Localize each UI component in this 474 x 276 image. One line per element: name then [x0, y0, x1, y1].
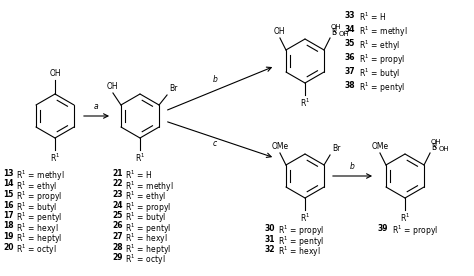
Text: OH: OH [49, 69, 61, 78]
Text: Br: Br [169, 84, 177, 93]
Text: R$^1$ = pentyl: R$^1$ = pentyl [276, 235, 324, 249]
Text: R$^1$ = propyl: R$^1$ = propyl [390, 224, 438, 238]
Text: R$^1$: R$^1$ [300, 212, 310, 224]
Text: 13: 13 [3, 169, 13, 178]
Text: 29: 29 [112, 253, 122, 262]
Text: OMe: OMe [372, 142, 389, 151]
Text: R$^1$ = methyl: R$^1$ = methyl [14, 169, 64, 183]
Text: c: c [213, 139, 217, 147]
Text: R$^1$ = hexyl: R$^1$ = hexyl [123, 232, 168, 246]
Text: 36: 36 [345, 53, 356, 62]
Text: B: B [431, 143, 436, 152]
Text: 15: 15 [3, 190, 13, 199]
Text: R$^1$: R$^1$ [300, 97, 310, 109]
Text: R$^1$ = propyl: R$^1$ = propyl [357, 53, 405, 67]
Text: OMe: OMe [272, 142, 289, 151]
Text: 26: 26 [112, 222, 122, 230]
Text: R$^1$ = butyl: R$^1$ = butyl [357, 67, 401, 81]
Text: R$^1$ = ethyl: R$^1$ = ethyl [357, 39, 400, 53]
Text: 18: 18 [3, 222, 14, 230]
Text: 32: 32 [265, 245, 275, 254]
Text: 20: 20 [3, 243, 13, 251]
Text: OH: OH [331, 24, 342, 30]
Text: 24: 24 [112, 200, 122, 209]
Text: 28: 28 [112, 243, 123, 251]
Text: R$^1$ = pentyl: R$^1$ = pentyl [14, 211, 62, 225]
Text: 27: 27 [112, 232, 123, 241]
Text: R$^1$ = ethyl: R$^1$ = ethyl [123, 190, 166, 205]
Text: B: B [331, 28, 336, 37]
Text: 37: 37 [345, 67, 356, 76]
Text: 22: 22 [112, 179, 122, 189]
Text: R$^1$ = H: R$^1$ = H [123, 169, 153, 181]
Text: R$^1$ = octyl: R$^1$ = octyl [123, 253, 165, 267]
Text: OH: OH [431, 139, 442, 145]
Text: R$^1$ = propyl: R$^1$ = propyl [14, 190, 62, 205]
Text: 34: 34 [345, 25, 356, 34]
Text: R$^1$: R$^1$ [135, 152, 145, 164]
Text: R$^1$ = pentyl: R$^1$ = pentyl [357, 81, 405, 95]
Text: b: b [350, 162, 355, 171]
Text: 19: 19 [3, 232, 13, 241]
Text: 25: 25 [112, 211, 122, 220]
Text: 30: 30 [265, 224, 275, 233]
Text: b: b [212, 75, 218, 84]
Text: 14: 14 [3, 179, 13, 189]
Text: R$^1$ = heptyl: R$^1$ = heptyl [123, 243, 171, 257]
Text: R$^1$ = hexyl: R$^1$ = hexyl [14, 222, 59, 236]
Text: a: a [94, 102, 99, 111]
Text: R$^1$ = butyl: R$^1$ = butyl [123, 211, 166, 225]
Text: OH: OH [339, 31, 350, 37]
Text: OH: OH [439, 146, 450, 152]
Text: R$^1$ = pentyl: R$^1$ = pentyl [123, 222, 171, 236]
Text: Br: Br [332, 144, 340, 153]
Text: 38: 38 [345, 81, 356, 90]
Text: R$^1$ = propyl: R$^1$ = propyl [123, 200, 171, 215]
Text: 16: 16 [3, 200, 13, 209]
Text: R$^1$ = methyl: R$^1$ = methyl [123, 179, 173, 194]
Text: 33: 33 [345, 11, 356, 20]
Text: R$^1$: R$^1$ [50, 152, 60, 164]
Text: OH: OH [273, 27, 285, 36]
Text: 39: 39 [378, 224, 389, 233]
Text: R$^1$ = ethyl: R$^1$ = ethyl [14, 179, 57, 194]
Text: 23: 23 [112, 190, 122, 199]
Text: 31: 31 [265, 235, 275, 243]
Text: 21: 21 [112, 169, 122, 178]
Text: R$^1$ = heptyl: R$^1$ = heptyl [14, 232, 62, 246]
Text: R$^1$: R$^1$ [400, 212, 410, 224]
Text: 35: 35 [345, 39, 356, 48]
Text: R$^1$ = propyl: R$^1$ = propyl [276, 224, 324, 238]
Text: R$^1$ = methyl: R$^1$ = methyl [357, 25, 408, 39]
Text: R$^1$ = butyl: R$^1$ = butyl [14, 200, 57, 215]
Text: R$^1$ = hexyl: R$^1$ = hexyl [276, 245, 321, 259]
Text: 17: 17 [3, 211, 14, 220]
Text: R$^1$ = H: R$^1$ = H [357, 11, 387, 23]
Text: OH: OH [106, 82, 118, 91]
Text: R$^1$ = octyl: R$^1$ = octyl [14, 243, 56, 257]
